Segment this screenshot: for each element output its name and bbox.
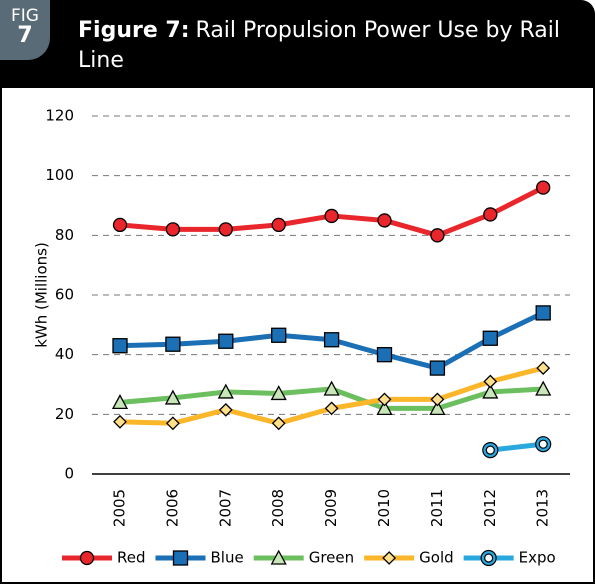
x-tick-label: 2005: [111, 489, 129, 527]
y-tick-label: 120: [45, 107, 74, 125]
x-tick-label: 2007: [216, 489, 234, 527]
marker-inner: [484, 553, 494, 563]
legend-item: Expo: [463, 549, 556, 567]
y-tick-label: 40: [55, 345, 74, 363]
legend-label: Green: [309, 549, 354, 567]
marker: [323, 380, 340, 396]
marker: [218, 222, 233, 237]
y-tick-label: 20: [55, 405, 74, 423]
marker: [271, 217, 286, 233]
badge-label: FIG: [11, 6, 39, 26]
legend-item: Green: [253, 549, 354, 567]
marker: [271, 416, 286, 431]
marker-inner: [485, 445, 495, 455]
x-tick-label: 2009: [322, 489, 340, 527]
marker: [112, 338, 128, 354]
x-tick-label: 2011: [428, 489, 446, 527]
marker: [376, 347, 393, 363]
marker: [111, 394, 129, 410]
title-bold: Figure 7:: [78, 18, 190, 43]
x-tick-label: 2006: [163, 489, 181, 527]
marker: [323, 332, 340, 348]
legend-label: Red: [117, 549, 146, 567]
marker: [324, 401, 339, 416]
marker: [482, 383, 499, 399]
marker: [218, 333, 234, 349]
marker: [79, 550, 95, 566]
figure-badge: FIG 7: [0, 0, 50, 60]
legend-label: Expo: [519, 549, 556, 567]
marker: [165, 222, 181, 237]
y-tick-label: 100: [45, 166, 74, 184]
marker: [429, 399, 446, 416]
y-axis-label: kWh (Millions): [33, 242, 51, 348]
series-line: [490, 441, 544, 453]
badge-number: 7: [17, 23, 33, 48]
marker: [482, 442, 499, 459]
legend-item: Red: [62, 549, 146, 567]
marker: [218, 402, 233, 417]
chart-frame: [0, 88, 595, 584]
legend-item: Blue: [155, 549, 244, 567]
marker: [165, 416, 180, 431]
marker: [483, 374, 498, 389]
marker: [482, 330, 498, 346]
marker: [536, 180, 551, 195]
marker: [113, 414, 127, 429]
x-tick-label: 2008: [269, 489, 287, 527]
title: Figure 7: Rail Propulsion Power Use by Ra…: [78, 16, 578, 76]
x-tick-label: 2013: [534, 489, 552, 527]
marker: [324, 208, 339, 224]
marker: [480, 549, 497, 567]
marker: [376, 399, 393, 416]
marker: [270, 549, 287, 565]
marker: [377, 392, 392, 407]
legend-item: Gold: [364, 549, 454, 567]
marker: [430, 228, 445, 243]
marker: [535, 380, 552, 396]
marker: [429, 360, 446, 376]
header: FIG 7 Figure 7: Rail Propulsion Power Use…: [0, 0, 595, 88]
marker: [535, 436, 552, 453]
marker: [377, 213, 392, 228]
marker-inner: [538, 439, 548, 449]
marker: [217, 383, 234, 399]
title-text: Rail Propulsion Power Use by Rail Line: [78, 18, 560, 73]
marker: [172, 550, 189, 566]
legend-label: Blue: [211, 549, 244, 567]
marker: [430, 392, 445, 407]
marker: [483, 207, 498, 222]
y-tick-label: 60: [55, 286, 74, 304]
marker: [165, 336, 181, 352]
marker: [270, 385, 287, 401]
y-tick-label: 0: [64, 465, 74, 483]
marker: [164, 389, 181, 405]
marker: [112, 217, 128, 233]
legend-label: Gold: [419, 549, 454, 567]
y-tick-label: 80: [55, 226, 74, 244]
marker: [535, 305, 551, 321]
x-tick-label: 2010: [375, 489, 393, 527]
marker: [536, 361, 551, 376]
marker: [382, 551, 397, 565]
marker: [271, 327, 287, 343]
x-tick-label: 2012: [481, 489, 499, 527]
